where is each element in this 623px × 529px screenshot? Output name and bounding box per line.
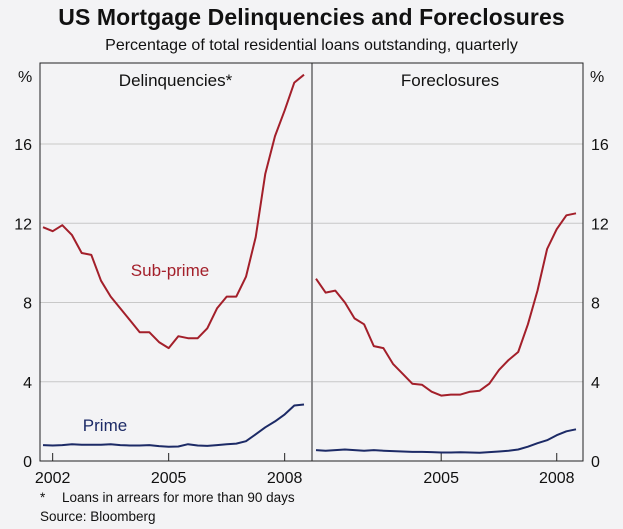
series-line-foreclosures-subprime [315,212,577,397]
y-tick-label-left-0: 0 [23,454,32,471]
y-tick-label-left-16: 16 [14,137,32,154]
series-line-delinquencies-subprime [42,73,305,350]
chart-title: US Mortgage Delinquencies and Foreclosur… [58,4,565,30]
x-tick-label-2008: 2008 [539,470,575,487]
x-tick-label-2008: 2008 [267,470,303,487]
y-unit-label-left: % [18,69,32,86]
panel-title-delinquencies: Delinquencies* [119,71,233,90]
x-tick-label-2005: 2005 [151,470,187,487]
series-line-foreclosures-prime [315,428,577,454]
y-tick-label-left-4: 4 [23,375,32,392]
y-unit-label-right: % [590,69,604,86]
panel-frames [39,62,584,462]
panel-title-foreclosures: Foreclosures [401,71,499,90]
y-tick-label-right-16: 16 [591,137,609,154]
x-tick-label-2002: 2002 [35,470,71,487]
y-tick-label-right-0: 0 [591,454,600,471]
series-label-subprime: Sub-prime [131,261,209,280]
y-tick-label-left-12: 12 [14,216,32,233]
footnote-marker: * [40,490,46,505]
series-line-delinquencies-prime [42,403,305,448]
y-tick-label-right-8: 8 [591,296,600,313]
series-label-prime: Prime [83,416,127,435]
x-tick-label-2005: 2005 [423,470,459,487]
y-tick-label-right-12: 12 [591,216,609,233]
series-layer [42,73,577,454]
chart-subtitle: Percentage of total residential loans ou… [105,37,518,54]
y-tick-label-right-4: 4 [591,375,600,392]
y-tick-label-left-8: 8 [23,296,32,313]
source-note: Source: Bloomberg [40,509,156,524]
grid-layer [40,143,583,383]
label-layer: 2002 2005 2008 Delinquencies* 2005 2008 Forecl… [14,69,609,487]
footnote-text: Loans in arrears for more than 90 days [62,490,295,505]
footnote: * Loans in arrears for more than 90 days [40,490,295,505]
